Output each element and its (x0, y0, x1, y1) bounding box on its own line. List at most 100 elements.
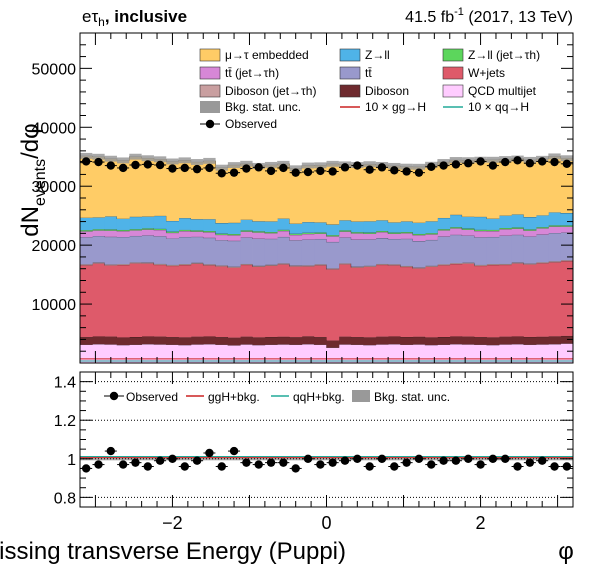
stack-bar (129, 337, 143, 345)
stack-bar (536, 228, 549, 235)
stack-bar (301, 232, 315, 234)
stack-bar (190, 219, 204, 231)
stack-bar (289, 223, 303, 234)
y-axis-title: dNevents/dφ (17, 123, 49, 236)
stack-bar (536, 336, 549, 345)
stack-bar (375, 344, 389, 363)
stack-bar (166, 220, 179, 232)
observed-point (550, 157, 559, 167)
stack-bar (314, 238, 327, 265)
legend-label: 10 × gg→H (365, 100, 426, 114)
stack-bar (351, 165, 364, 222)
stack-bar (474, 337, 488, 345)
stack-bar (363, 221, 377, 233)
stack-bar (203, 264, 216, 266)
stack-bar (425, 266, 438, 338)
stack-bar (289, 168, 303, 224)
legend-marker (205, 119, 215, 129)
stack-bar (264, 232, 278, 234)
stack-bar (252, 231, 266, 233)
stack-bar (400, 233, 414, 239)
stack-bar (240, 344, 253, 363)
stack-bar (486, 264, 500, 265)
stack-bar (375, 238, 389, 264)
observed-point (94, 157, 103, 167)
stack-bar (560, 232, 574, 261)
stack-bar (437, 344, 451, 363)
ratio-point (131, 458, 140, 467)
ratio-point (155, 456, 165, 465)
stack-bar (264, 233, 278, 239)
stack-bar (80, 217, 93, 231)
stack-bar (252, 165, 266, 222)
stack-bar (375, 336, 389, 345)
stack-bar (486, 264, 500, 338)
stack-bar (425, 337, 438, 346)
legend-swatch (339, 84, 361, 98)
stack-bar (289, 337, 303, 345)
stack-bar (240, 231, 253, 238)
stack-bar (104, 158, 118, 217)
stack-bar (474, 229, 488, 231)
stack-bar (252, 238, 266, 266)
stack-bar (425, 233, 438, 235)
ratio-point (266, 458, 276, 467)
stack-bar (388, 264, 401, 266)
stack-bar (314, 222, 327, 233)
stack-bar (499, 229, 512, 236)
stack-bar (449, 159, 463, 215)
legend-label: ggH+bkg. (208, 390, 260, 404)
stack-bar (326, 236, 340, 242)
stack-bar (511, 262, 525, 264)
observed-point (562, 159, 572, 169)
stack-bar (536, 234, 549, 263)
stack-bar (153, 215, 167, 229)
unc-bin (141, 155, 154, 162)
stack-bar (499, 344, 512, 363)
ratio-y-tick-label: 1.4 (54, 375, 76, 392)
observed-point (168, 164, 177, 173)
stack-bar (375, 230, 389, 233)
stack-bar (141, 229, 155, 236)
observed-point (118, 163, 128, 173)
stack-bar (462, 336, 475, 345)
ratio-point (143, 462, 152, 471)
stack-bar (338, 263, 352, 265)
stack-bar (227, 235, 241, 241)
stack-bar (548, 156, 562, 213)
ratio-point (377, 454, 387, 463)
stack-bar (486, 231, 500, 237)
stack-bar (264, 221, 278, 233)
stack-bar (548, 226, 562, 234)
ratio-point (229, 446, 239, 456)
stack-bar (227, 267, 241, 338)
stack-bar (314, 264, 327, 266)
stack-bar (560, 158, 574, 214)
ratio-point (242, 458, 251, 467)
ratio-point (303, 454, 313, 463)
stack-bar (449, 336, 463, 345)
stack-bar (523, 264, 537, 337)
stack-bar (129, 344, 143, 363)
unc-bin (486, 156, 500, 163)
stack-bar (129, 156, 143, 217)
stack-bar (437, 161, 451, 218)
stack-bar (462, 262, 475, 264)
y-tick-label: 10000 (32, 297, 77, 314)
stack-bar (190, 161, 204, 220)
ratio-point (390, 462, 399, 471)
stack-bar (338, 344, 352, 363)
stack-bar (499, 235, 512, 264)
stack-bar (314, 344, 327, 363)
stack-bar (92, 344, 106, 363)
y-tick-label: 50000 (32, 61, 77, 78)
observed-point (402, 167, 411, 176)
stack-bar (203, 237, 216, 265)
stack-bar (277, 336, 290, 345)
stack-bar (153, 263, 167, 265)
x-tick-label: −2 (162, 513, 183, 533)
stack-bar (178, 236, 192, 265)
stack-bar (116, 160, 130, 219)
stack-bar (351, 266, 364, 268)
ratio-point (488, 454, 498, 463)
